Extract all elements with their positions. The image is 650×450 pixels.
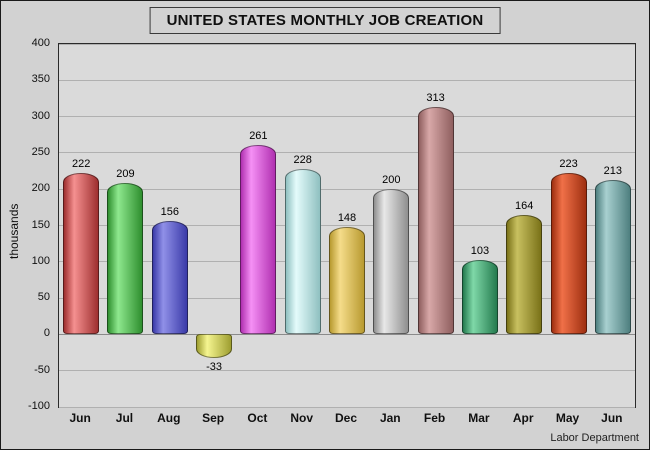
bar-value-label: 228 [293,153,312,166]
bar-value-label: 213 [603,164,623,177]
y-tick-label: 400 [31,37,50,49]
x-tick-label: Jan [379,411,401,425]
x-tick-label: Sep [202,411,225,425]
gridline [59,370,635,372]
bar-mar-9 [461,259,498,335]
bar-dec-6 [329,226,365,335]
gridline [59,406,635,408]
bar-value-label: 164 [515,200,534,213]
x-axis-labels: Jun Jul Aug Sep Oct Nov Dec Jan Feb Mar Apr May Jun [58,411,634,427]
bar-value-label: 156 [160,206,179,219]
gridline [59,79,635,81]
chart-title: UNITED STATES MONTHLY JOB CREATION [149,7,501,34]
x-tick-label: May [555,411,580,425]
bar-jul-1 [107,182,144,335]
y-tick-label: 300 [31,109,50,122]
x-tick-label: Oct [247,411,268,425]
y-tick-label: 100 [31,254,50,267]
y-tick-label: -50 [34,363,50,376]
bar-may-11 [550,172,587,335]
bar-value-label: 148 [337,211,357,224]
x-tick-label: Feb [423,411,446,425]
x-tick-label: Mar [468,411,490,425]
bar-value-label: 313 [426,92,445,105]
y-tick-label: 200 [31,182,50,195]
bar-feb-8 [417,107,454,335]
y-tick-label: 350 [31,73,50,86]
bar-value-label: 200 [382,174,401,187]
bar-oct-4 [240,144,277,335]
bar-jun-0 [63,173,100,335]
bar-nov-5 [284,168,321,335]
x-tick-label: Jul [115,411,134,425]
bar-value-label: 209 [116,167,135,180]
bar-apr-10 [506,215,543,335]
gridline [59,333,635,335]
gridline [59,116,635,118]
x-tick-label: Apr [512,411,534,425]
y-axis-ticks: 400 350 300 250 200 150 100 50 0 -50 -100 [1,37,54,412]
gridline [59,43,635,45]
x-tick-label: Dec [334,411,357,425]
bar-sep-3 [196,334,233,359]
bar-value-label: -33 [206,361,223,374]
bar-jan-7 [373,189,410,335]
bar-value-label: 103 [470,244,490,257]
x-tick-label: Jun [601,411,623,425]
y-tick-label: 0 [43,327,50,340]
gridline [59,225,635,226]
bar-value-label: 261 [249,129,268,142]
y-tick-label: 150 [31,218,50,231]
bar-value-label: 223 [559,157,578,170]
x-tick-label: Jun [69,411,91,425]
x-tick-label: Aug [157,411,181,425]
gridline [59,152,635,154]
gridline [59,188,635,190]
x-tick-label: Nov [290,411,314,425]
bar-aug-2 [151,221,188,335]
y-tick-label: 50 [37,291,50,304]
bar-jun-12 [594,179,631,335]
bar-value-label: 222 [71,158,91,171]
plot-area: 222 209 156 -33 261 228 148 200 313 103 164 223 213 [58,43,636,408]
y-tick-label: 250 [31,145,50,158]
source-label: Labor Department [550,432,639,444]
y-tick-label: -100 [27,400,50,412]
